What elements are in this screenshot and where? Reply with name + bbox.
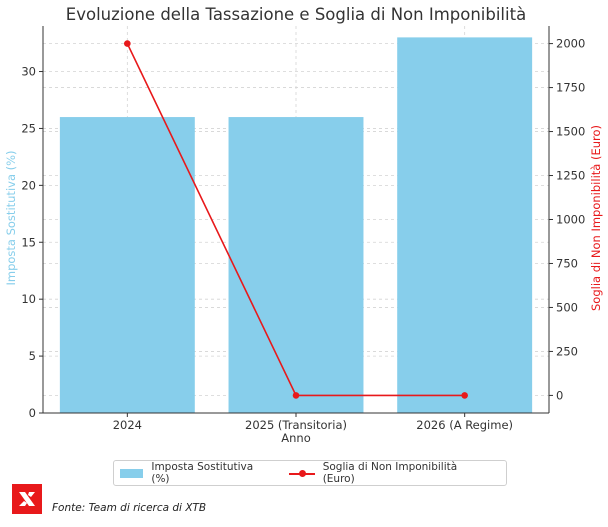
x-axis-label: Anno — [281, 431, 310, 445]
xtb-logo-icon — [12, 484, 42, 514]
bar — [228, 117, 364, 413]
tick-label-left: 0 — [29, 406, 36, 420]
legend-swatch-bar — [120, 468, 144, 478]
tick-label-x: 2026 (A Regime) — [416, 418, 513, 432]
legend-label-bar: Imposta Sostitutiva (%) — [151, 461, 254, 485]
tick-label-right: 1500 — [556, 125, 585, 139]
chart-legend: Imposta Sostitutiva (%) Soglia di Non Im… — [113, 460, 507, 486]
line-point — [461, 392, 468, 399]
tick-label-right: 500 — [556, 300, 578, 314]
tick-label-left: 15 — [21, 235, 36, 249]
y-axis-right-label: Soglia di Non Imponibilità (Euro) — [589, 125, 603, 311]
chart-title: Evoluzione della Tassazione e Soglia di … — [66, 5, 526, 24]
bar — [59, 117, 195, 413]
footer: Fonte: Team di ricerca di XTB — [12, 484, 206, 514]
tick-label-x: 2025 (Transitoria) — [245, 418, 347, 432]
tick-label-left: 5 — [29, 349, 36, 363]
legend-label-line: Soglia di Non Imponibilità (Euro) — [322, 461, 458, 485]
tick-label-left: 25 — [21, 121, 36, 135]
source-note: Fonte: Team di ricerca di XTB — [52, 502, 207, 514]
tick-label-left: 30 — [21, 65, 36, 79]
tick-label-right: 750 — [556, 256, 578, 270]
tick-label-right: 250 — [556, 344, 578, 358]
tick-label-right: 0 — [556, 388, 563, 402]
tick-label-right: 2000 — [556, 37, 585, 51]
tick-label-x: 2024 — [113, 418, 142, 432]
legend-item-line: Soglia di Non Imponibilità (Euro) — [289, 461, 488, 485]
legend-item-bar: Imposta Sostitutiva (%) — [120, 461, 271, 485]
axes: 0 5 10 15 20 25 30 0 250 500 750 1000 1250 1500 1750 20… — [21, 26, 585, 432]
legend-swatch-line — [289, 469, 316, 478]
tick-label-left: 10 — [21, 292, 36, 306]
line-point — [124, 40, 131, 47]
line-series — [124, 40, 468, 399]
tick-label-right: 1750 — [556, 81, 585, 95]
bar-series — [59, 37, 533, 413]
chart: Evoluzione della Tassazione e Soglia di … — [4, 5, 603, 445]
tick-label-right: 1000 — [556, 213, 585, 227]
bar — [397, 37, 533, 413]
line-point — [292, 392, 300, 399]
tick-label-left: 20 — [21, 178, 36, 192]
tick-label-right: 1250 — [556, 169, 585, 183]
y-axis-left-label: Imposta Sostitutiva (%) — [4, 150, 18, 285]
